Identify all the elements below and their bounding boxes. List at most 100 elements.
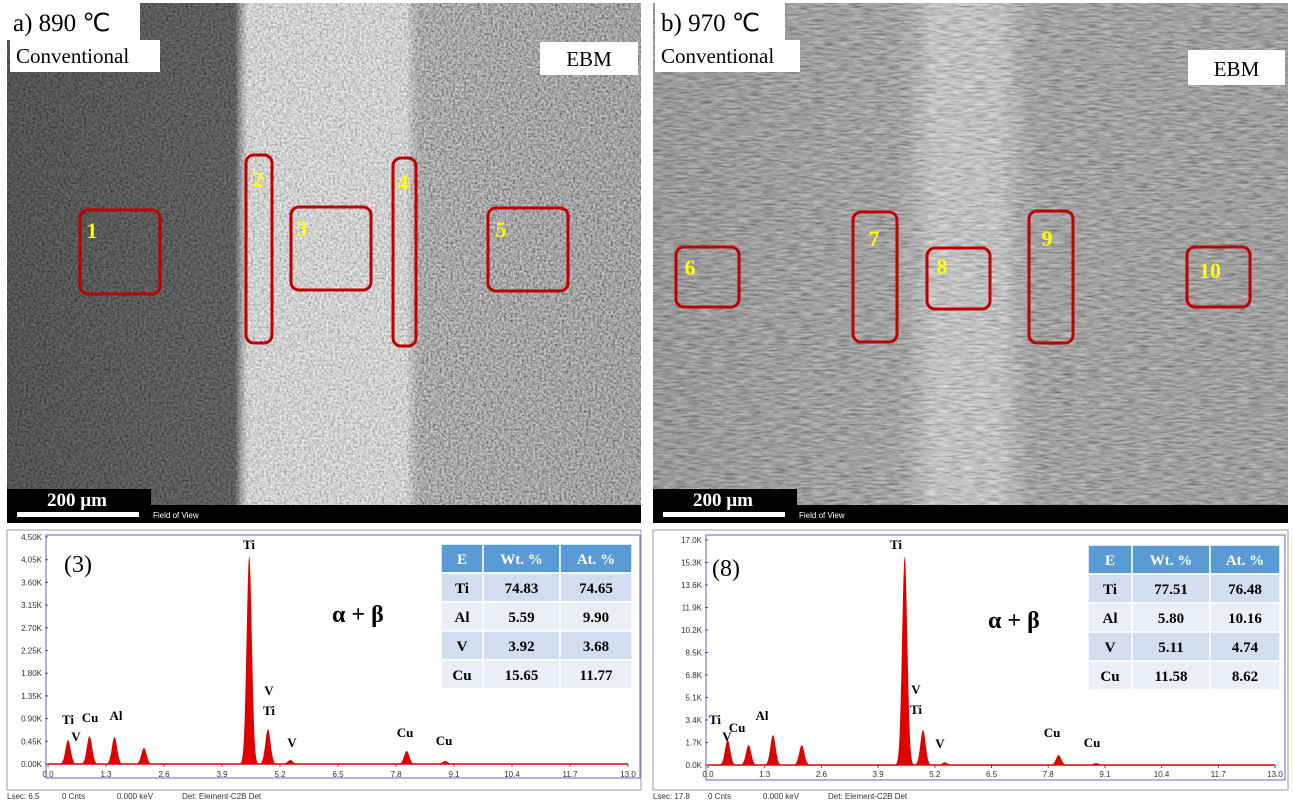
peak-label: Ti bbox=[709, 712, 721, 727]
x-tick-label: 10.4 bbox=[1154, 770, 1170, 779]
region-label: 9 bbox=[1042, 226, 1053, 251]
peak-label: Cu bbox=[1044, 725, 1061, 740]
field-label: Field of View bbox=[153, 511, 199, 520]
sample-label: (3) bbox=[64, 552, 92, 578]
region-label: 2 bbox=[253, 167, 264, 192]
table-value: 9.90 bbox=[583, 610, 609, 626]
table-value: Al bbox=[455, 610, 470, 626]
peak-label: Cu bbox=[397, 725, 414, 740]
y-tick-label: 4.05K bbox=[21, 556, 43, 565]
table-value: V bbox=[457, 639, 468, 655]
table-value: Cu bbox=[1100, 669, 1119, 685]
table-header: Wt. % bbox=[1150, 553, 1193, 569]
region-label: 4 bbox=[398, 170, 409, 195]
table-value: 74.65 bbox=[579, 581, 613, 597]
x-tick-label: 9.1 bbox=[448, 770, 460, 779]
footer-text: Lsec: 17.8 bbox=[653, 792, 690, 801]
table-header: At. % bbox=[1226, 553, 1264, 569]
table-value: 10.16 bbox=[1228, 611, 1262, 627]
x-tick-label: 0.0 bbox=[42, 770, 54, 779]
peak-label: Cu bbox=[436, 733, 453, 748]
y-tick-label: 5.1K bbox=[686, 694, 703, 703]
peak-label: V bbox=[911, 682, 921, 697]
footer-text: 0.000 keV bbox=[763, 792, 800, 801]
x-tick-label: 2.6 bbox=[816, 770, 828, 779]
table-header: E bbox=[1105, 553, 1115, 569]
x-tick-label: 0.0 bbox=[702, 770, 714, 779]
region-label: 1 bbox=[87, 218, 98, 243]
y-tick-label: 3.15K bbox=[21, 601, 43, 610]
y-tick-label: 13.6K bbox=[681, 581, 703, 590]
y-tick-label: 0.90K bbox=[21, 715, 43, 724]
ebm-label: EBM bbox=[1214, 57, 1260, 81]
footer-text: Det: Element-C2B Det bbox=[828, 792, 908, 801]
table-header: At. % bbox=[577, 552, 615, 568]
sem-shading bbox=[7, 3, 641, 523]
peak-label: Ti bbox=[243, 537, 255, 552]
panel-title: a) 890 ℃ bbox=[13, 10, 111, 37]
x-tick-label: 11.7 bbox=[1211, 770, 1227, 779]
sample-label: (8) bbox=[712, 556, 740, 582]
scale-label: 200 µm bbox=[693, 490, 753, 511]
y-tick-label: 11.9K bbox=[682, 604, 703, 613]
y-tick-label: 10.2K bbox=[681, 626, 703, 635]
footer-text: Det: Element-C2B Det bbox=[182, 792, 262, 801]
peak-label: Ti bbox=[910, 702, 922, 717]
y-tick-label: 15.3K bbox=[681, 559, 703, 568]
x-tick-label: 2.6 bbox=[158, 770, 170, 779]
table-value: 15.65 bbox=[505, 668, 539, 684]
table-value: 11.58 bbox=[1155, 669, 1188, 685]
table-value: Al bbox=[1103, 611, 1118, 627]
y-tick-label: 0.0K bbox=[686, 761, 703, 770]
table-value: Ti bbox=[1103, 582, 1117, 598]
x-tick-label: 7.8 bbox=[390, 770, 402, 779]
x-tick-label: 5.2 bbox=[274, 770, 286, 779]
peak-label: Ti bbox=[263, 703, 275, 718]
scale-bar bbox=[17, 512, 139, 517]
region-label: 7 bbox=[869, 226, 880, 251]
table-value: 76.48 bbox=[1228, 582, 1262, 598]
table-value: 8.62 bbox=[1232, 669, 1258, 685]
y-tick-label: 4.50K bbox=[21, 533, 43, 542]
table-value: 5.59 bbox=[508, 610, 534, 626]
region-label: 3 bbox=[297, 216, 308, 241]
region-label: 6 bbox=[685, 255, 696, 280]
peak-label: Ti bbox=[62, 712, 74, 727]
x-tick-label: 3.9 bbox=[216, 770, 228, 779]
table-value: 3.68 bbox=[583, 639, 609, 655]
scale-bar bbox=[663, 512, 785, 517]
footer-text: Lsec: 6.5 bbox=[7, 792, 40, 801]
table-value: 3.92 bbox=[508, 639, 534, 655]
x-tick-label: 3.9 bbox=[873, 770, 885, 779]
table-value: 5.80 bbox=[1158, 611, 1184, 627]
conventional-label: Conventional bbox=[16, 44, 129, 68]
table-value: 5.11 bbox=[1158, 640, 1183, 656]
x-tick-label: 6.5 bbox=[986, 770, 998, 779]
x-tick-label: 13.0 bbox=[620, 770, 636, 779]
y-tick-label: 3.60K bbox=[21, 578, 43, 587]
peak-label: V bbox=[935, 736, 945, 751]
x-tick-label: 1.3 bbox=[759, 770, 771, 779]
y-tick-label: 17.0K bbox=[681, 536, 703, 545]
footer-text: 0 Cnts bbox=[708, 792, 731, 801]
table-header: Wt. % bbox=[500, 552, 543, 568]
x-tick-label: 1.3 bbox=[100, 770, 112, 779]
phase-label: α + β bbox=[332, 602, 384, 628]
footer-text: 0 Cnts bbox=[62, 792, 85, 801]
y-tick-label: 2.25K bbox=[21, 647, 43, 656]
y-tick-label: 0.00K bbox=[21, 760, 43, 769]
peak-label: V bbox=[264, 683, 274, 698]
x-tick-label: 11.7 bbox=[563, 770, 579, 779]
y-tick-label: 0.45K bbox=[21, 737, 43, 746]
peak-label: Al bbox=[756, 708, 769, 723]
x-tick-label: 5.2 bbox=[929, 770, 941, 779]
region-label: 5 bbox=[496, 217, 507, 242]
table-value: 11.77 bbox=[580, 668, 613, 684]
figure: 200 µm Field of View a) 890 ℃ Conventional E… bbox=[0, 0, 1293, 803]
table-header: E bbox=[457, 552, 467, 568]
table-value: Ti bbox=[455, 581, 469, 597]
region-label: 10 bbox=[1199, 258, 1221, 283]
panel-title: b) 970 ℃ bbox=[661, 10, 760, 37]
y-tick-label: 1.80K bbox=[21, 669, 43, 678]
y-tick-label: 1.7K bbox=[686, 739, 703, 748]
